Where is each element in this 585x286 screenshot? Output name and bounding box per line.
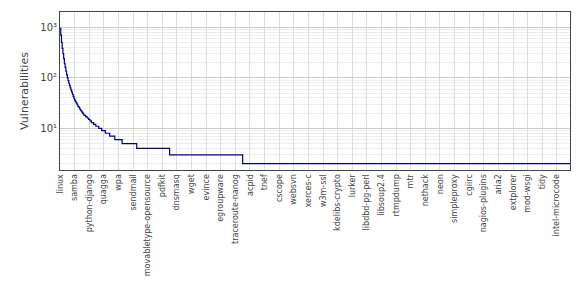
svg-text:evince: evince bbox=[202, 174, 211, 200]
svg-text:quagga: quagga bbox=[99, 174, 108, 204]
svg-text:xerces-c: xerces-c bbox=[304, 174, 313, 207]
svg-text:pdfkit: pdfkit bbox=[158, 174, 167, 197]
svg-text:nagios-plugins: nagios-plugins bbox=[479, 174, 488, 232]
svg-text:dnsmasq: dnsmasq bbox=[173, 174, 182, 210]
svg-text:w3m-ssl: w3m-ssl bbox=[319, 174, 328, 207]
svg-text:wpa: wpa bbox=[114, 174, 123, 191]
svg-text:linux: linux bbox=[56, 174, 65, 194]
svg-text:cgiirc: cgiirc bbox=[465, 174, 474, 195]
svg-text:kdelibs-crypto: kdelibs-crypto bbox=[333, 174, 342, 231]
svg-text:10¹: 10¹ bbox=[40, 123, 57, 134]
svg-text:lurker: lurker bbox=[348, 173, 357, 197]
svg-text:traceroute-nanog: traceroute-nanog bbox=[231, 174, 240, 244]
svg-text:egroupware: egroupware bbox=[216, 174, 225, 222]
svg-text:tnef: tnef bbox=[260, 174, 269, 190]
svg-text:10²: 10² bbox=[40, 72, 57, 83]
svg-text:neon: neon bbox=[436, 174, 445, 194]
svg-text:extplorer: extplorer bbox=[509, 173, 518, 210]
svg-text:acpid: acpid bbox=[246, 174, 255, 196]
svg-text:websvn: websvn bbox=[289, 174, 298, 205]
svg-text:sendmail: sendmail bbox=[129, 174, 138, 210]
svg-text:movabletype-opensource: movabletype-opensource bbox=[143, 174, 152, 276]
svg-text:Vulnerabilities: Vulnerabilities bbox=[18, 52, 31, 130]
svg-text:wget: wget bbox=[187, 174, 196, 194]
svg-text:cscope: cscope bbox=[275, 174, 284, 202]
svg-text:intel-microcode: intel-microcode bbox=[552, 174, 561, 236]
svg-text:tidy: tidy bbox=[538, 174, 547, 189]
svg-text:10³: 10³ bbox=[40, 22, 57, 33]
svg-text:python-django: python-django bbox=[85, 174, 94, 232]
svg-text:libdbd-pg-perl: libdbd-pg-perl bbox=[362, 174, 371, 230]
svg-text:mtr: mtr bbox=[406, 173, 415, 188]
svg-text:simpleproxy: simpleproxy bbox=[450, 174, 459, 223]
svg-text:nethack: nethack bbox=[421, 174, 430, 207]
svg-text:libsoup2.4: libsoup2.4 bbox=[377, 174, 386, 215]
svg-text:rtmpdump: rtmpdump bbox=[392, 174, 401, 216]
svg-text:samba: samba bbox=[70, 174, 79, 201]
svg-text:aria2: aria2 bbox=[494, 174, 503, 194]
svg-text:mod-wsgi: mod-wsgi bbox=[523, 174, 532, 213]
